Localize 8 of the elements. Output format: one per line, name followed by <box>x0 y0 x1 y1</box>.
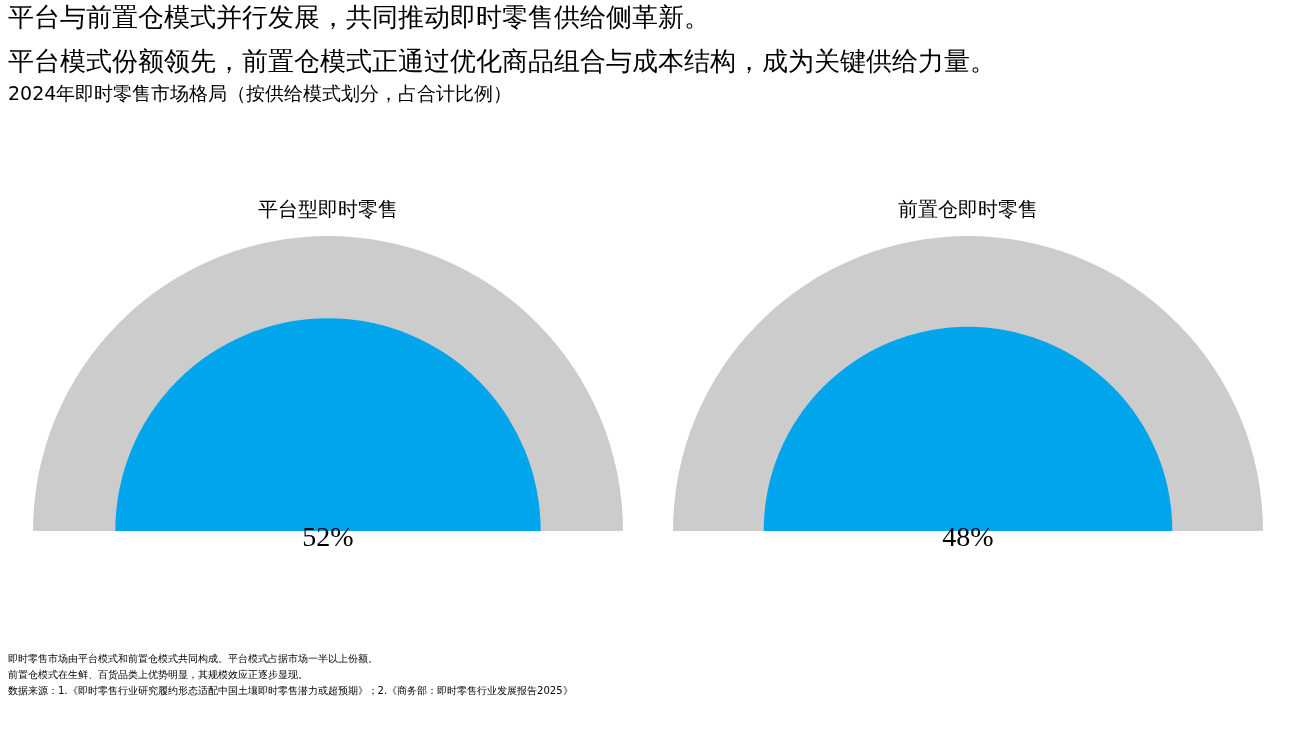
text: 平台与前置仓模式并行发展，共同推动即时零售供给侧革新。 <box>8 1 711 34</box>
source-note: 数据来源：1.《即时零售行业研究履约形态适配中国土壤即时零售潜力或超预期》；2.《商务部：即时零售行业发展报告2025》 <box>8 684 574 698</box>
category-label: 前置仓即时零售 <box>898 197 1038 221</box>
text: 2024年即时零售市场格局（按供给模式划分，占合计比例） <box>8 81 514 106</box>
category-label: 平台型即时零售 <box>258 197 398 221</box>
text: 平台模式份额领先，前置仓模式正通过优化商品组合与成本结构，成为关键供给力量。 <box>8 45 997 78</box>
text: 即时零售市场由平台模式和前置仓模式共同构成。平台模式占据市场一半以上份额。 <box>8 652 379 666</box>
text: 前置仓模式在生鲜、百货品类上优势明显，其规模效应正逐步显现。 <box>8 668 309 682</box>
